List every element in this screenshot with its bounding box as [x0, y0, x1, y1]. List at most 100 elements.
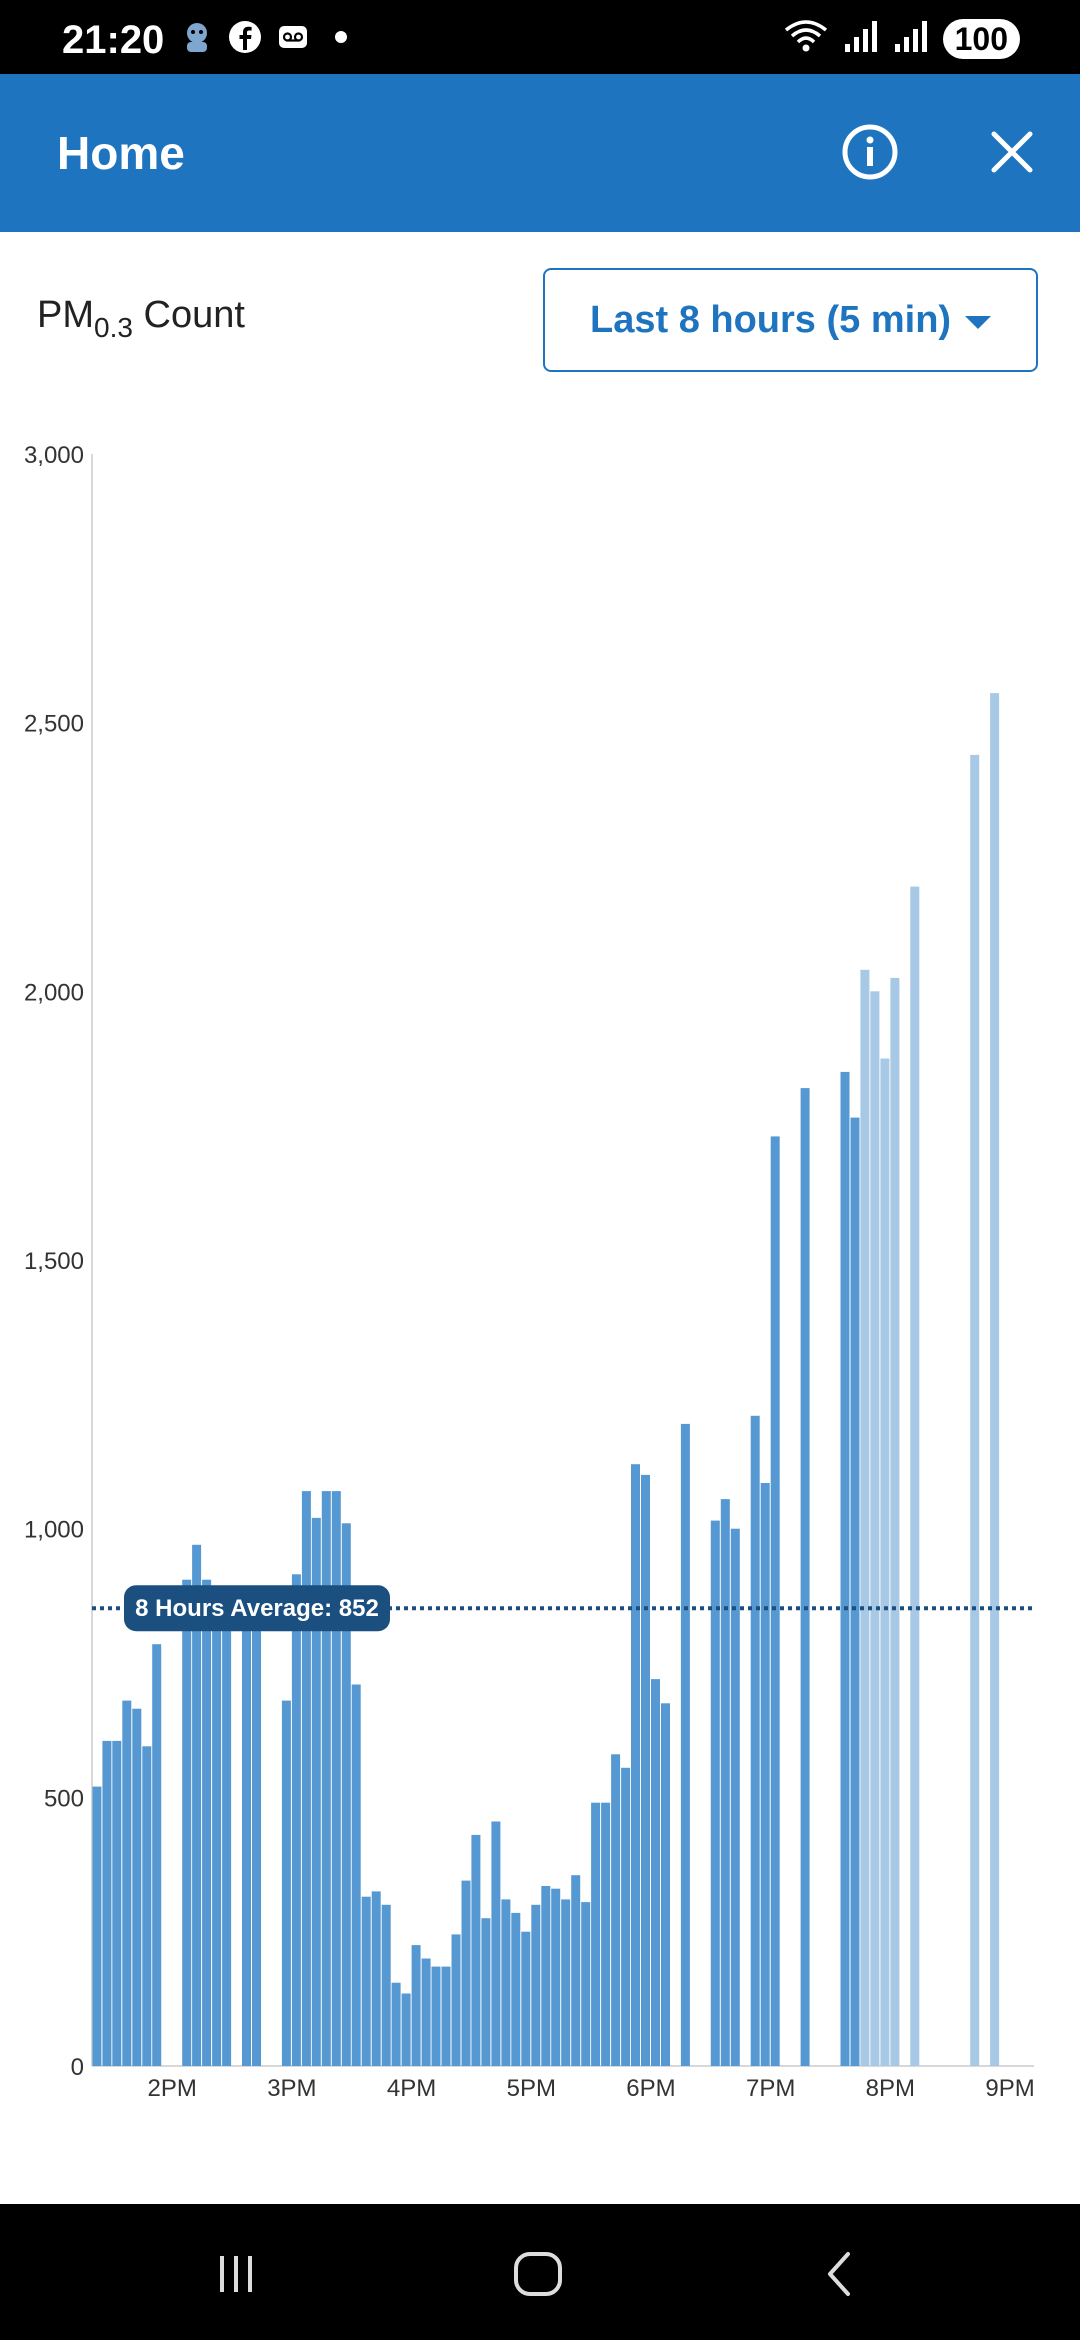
home-button[interactable] [498, 2234, 578, 2314]
x-tick-label: 5PM [507, 2075, 556, 2102]
chart-bar[interactable] [222, 1598, 232, 2067]
chart-bar[interactable] [92, 1786, 102, 2066]
wifi-icon [783, 18, 829, 59]
chart-bar[interactable] [291, 1574, 301, 2066]
home-icon [514, 2252, 562, 2296]
back-icon [828, 2252, 850, 2296]
chart-bar[interactable] [431, 1966, 441, 2066]
close-button[interactable] [980, 120, 1044, 184]
chart-bar[interactable] [461, 1880, 471, 2066]
chart-bar[interactable] [391, 1982, 401, 2066]
chart-bar[interactable] [411, 1945, 421, 2066]
app-bar: Home [0, 74, 1080, 232]
pm-count-chart: 0 500 1,000 1,500 2,000 2,500 3,000 2PM 3PM 4PM 5P… [0, 430, 1080, 2110]
chart-bar[interactable] [242, 1606, 251, 2066]
chart-bar[interactable] [910, 886, 920, 2066]
chart-bar[interactable] [850, 1117, 860, 2066]
chart-bar[interactable] [152, 1644, 162, 2066]
chart-bar[interactable] [361, 1896, 371, 2066]
chart-bar[interactable] [611, 1754, 621, 2066]
chart-bar[interactable] [990, 693, 1000, 2066]
chart-bar[interactable] [581, 1902, 591, 2066]
x-tick-label: 4PM [387, 2075, 436, 2102]
chart-bar[interactable] [132, 1708, 142, 2066]
chart-bar[interactable] [381, 1904, 391, 2066]
chart-bar[interactable] [301, 1491, 311, 2066]
chart-bar[interactable] [710, 1520, 720, 2066]
range-dropdown[interactable]: Last 8 hours (5 min) [543, 268, 1038, 372]
chart-bar[interactable] [212, 1598, 222, 2067]
y-tick-label: 3,000 [24, 442, 84, 469]
chart-bar[interactable] [511, 1912, 521, 2066]
chart-bar[interactable] [142, 1746, 152, 2066]
chart-bar[interactable] [182, 1579, 192, 2066]
chart-bar[interactable] [840, 1071, 850, 2066]
chart-bar[interactable] [601, 1802, 611, 2066]
chart-bar[interactable] [531, 1904, 541, 2066]
chart-bar[interactable] [421, 1958, 431, 2067]
chart-bar[interactable] [551, 1888, 561, 2066]
chart-bar[interactable] [621, 1767, 631, 2066]
chart-bar[interactable] [202, 1579, 212, 2066]
metric-suffix: Count [143, 294, 245, 336]
close-icon [991, 131, 1033, 173]
chart-bar[interactable] [192, 1544, 202, 2066]
recent-apps-icon [220, 2256, 252, 2292]
info-button[interactable] [838, 120, 902, 184]
y-tick-label: 0 [71, 2054, 84, 2081]
voicemail-icon [276, 20, 310, 54]
chart-bar[interactable] [641, 1474, 650, 2066]
x-tick-label: 9PM [985, 2075, 1034, 2102]
chart-bar[interactable] [501, 1899, 511, 2066]
chart-bar[interactable] [720, 1499, 730, 2066]
chart-bar[interactable] [571, 1875, 581, 2066]
chart-bar[interactable] [561, 1899, 571, 2066]
chart-bar[interactable] [321, 1491, 331, 2066]
chart-bar[interactable] [860, 969, 870, 2066]
metric-label: PM [37, 294, 94, 336]
chart-bar[interactable] [880, 1058, 890, 2067]
chart-bar[interactable] [401, 1993, 411, 2067]
chart-bar[interactable] [341, 1523, 351, 2066]
chart-bar[interactable] [680, 1423, 690, 2066]
range-dropdown-label: Last 8 hours (5 min) [590, 298, 952, 341]
chart-bar[interactable] [890, 977, 900, 2066]
status-icons-right: 100 [783, 18, 1020, 59]
chart-bar[interactable] [631, 1464, 640, 2066]
chart-bar[interactable] [471, 1834, 481, 2066]
chart-bar[interactable] [371, 1891, 381, 2066]
back-button[interactable] [800, 2234, 880, 2314]
chart-bar[interactable] [870, 991, 880, 2066]
x-tick-label: 7PM [746, 2075, 795, 2102]
chart-bar[interactable] [481, 1918, 491, 2066]
chart-bar[interactable] [591, 1802, 601, 2066]
chart-bar[interactable] [112, 1740, 122, 2066]
chart-bar[interactable] [770, 1136, 780, 2066]
signal-icon [893, 18, 929, 59]
chart-bar[interactable] [311, 1517, 321, 2066]
chart-bar[interactable] [760, 1483, 770, 2066]
y-tick-label: 1,000 [24, 1517, 84, 1544]
info-icon [842, 124, 898, 180]
chart-bar[interactable] [252, 1606, 261, 2066]
recent-apps-button[interactable] [196, 2234, 276, 2314]
chart-bar[interactable] [491, 1821, 501, 2067]
chart-bar[interactable] [331, 1491, 341, 2066]
chart-bar[interactable] [441, 1966, 451, 2066]
chart-bar[interactable] [651, 1679, 660, 2066]
x-tick-label: 2PM [148, 2075, 197, 2102]
x-tick-label: 3PM [267, 2075, 316, 2102]
chart-bar[interactable] [750, 1415, 760, 2066]
chart-bar[interactable] [351, 1684, 361, 2067]
average-label: 8 Hours Average: 852 [135, 1595, 379, 1622]
chart-bar[interactable] [730, 1528, 740, 2066]
chart-bar[interactable] [970, 754, 980, 2066]
chart-bar[interactable] [661, 1703, 670, 2066]
chart-bar[interactable] [102, 1740, 112, 2066]
chart-bar[interactable] [800, 1088, 810, 2066]
chart-bar[interactable] [521, 1931, 531, 2066]
chart-bar[interactable] [122, 1700, 132, 2066]
chart-bar[interactable] [541, 1886, 551, 2066]
chart-bar[interactable] [281, 1700, 291, 2066]
chart-bar[interactable] [451, 1934, 461, 2066]
